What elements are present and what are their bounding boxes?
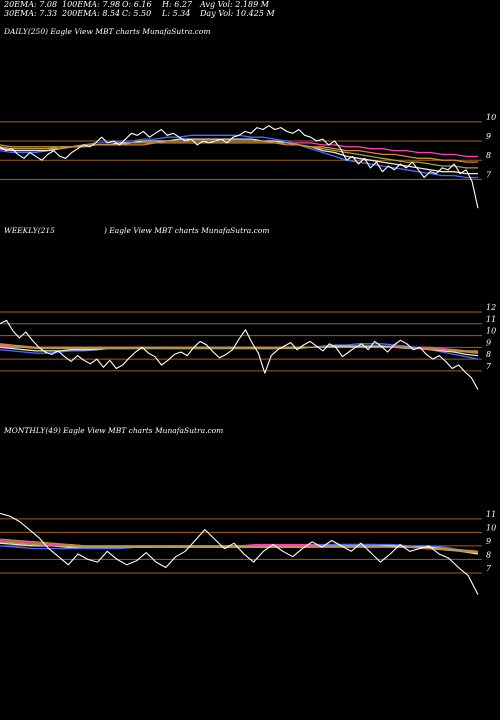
monthly-panel: 11 10 9 8 7 — [0, 510, 496, 595]
weekly-tick-label-8: 8 — [486, 350, 491, 359]
weekly-tick-label-11: 11 — [486, 315, 496, 324]
daily-ema-line-4 — [0, 142, 478, 163]
monthly-tick-label-7: 7 — [486, 564, 492, 573]
weekly-price-line — [0, 319, 479, 390]
weekly-ema-line-4 — [0, 343, 478, 352]
monthly-tick-label-9: 9 — [486, 537, 491, 546]
stat-close: C: 5.50 — [122, 9, 152, 18]
stat-ema200: 200EMA: 8.54 — [62, 9, 121, 18]
daily-panel-label: DAILY(250) Eagle View MBT charts MunafaS… — [4, 27, 211, 36]
weekly-tick-label-10: 10 — [486, 327, 496, 336]
weekly-panel-label-b: ) Eagle View MBT charts MunafaSutra.com — [104, 226, 270, 235]
monthly-tick-label-11: 11 — [486, 510, 496, 519]
stat-avg-vol: Avg Vol: 2.189 M — [200, 0, 269, 9]
daily-panel: 10 9 8 7 — [0, 113, 496, 209]
stat-ema30: 30EMA: 7.33 — [4, 9, 58, 18]
daily-tick-label-8: 8 — [486, 151, 491, 160]
stat-ema100: 100EMA: 7.98 — [62, 0, 121, 9]
stat-low: L: 5.34 — [162, 9, 191, 18]
weekly-tick-label-12: 12 — [486, 303, 496, 312]
weekly-panel: 12 11 10 9 8 7 — [0, 303, 496, 390]
weekly-panel-label-a: WEEKLY(215 — [4, 226, 55, 235]
stat-high: H: 6.27 — [162, 0, 193, 9]
daily-tick-label-10: 10 — [486, 113, 496, 122]
stat-open: O: 6.16 — [122, 0, 152, 9]
daily-tick-label-9: 9 — [486, 132, 491, 141]
weekly-tick-label-7: 7 — [486, 362, 492, 371]
daily-ema-line-3 — [0, 140, 478, 169]
stat-day-vol: Day Vol: 10.425 M — [200, 9, 275, 18]
weekly-ema-line-1 — [0, 343, 479, 360]
monthly-price-line — [0, 512, 479, 595]
monthly-panel-label: MONTHLY(49) Eagle View MBT charts Munafa… — [4, 426, 224, 435]
monthly-ema-line-4 — [0, 538, 479, 552]
stat-ema20: 20EMA: 7.08 — [4, 0, 58, 9]
daily-price-line — [0, 125, 479, 209]
monthly-tick-label-8: 8 — [486, 550, 491, 559]
daily-tick-label-7: 7 — [486, 170, 492, 179]
monthly-tick-label-10: 10 — [486, 523, 496, 532]
weekly-tick-label-9: 9 — [486, 338, 491, 347]
